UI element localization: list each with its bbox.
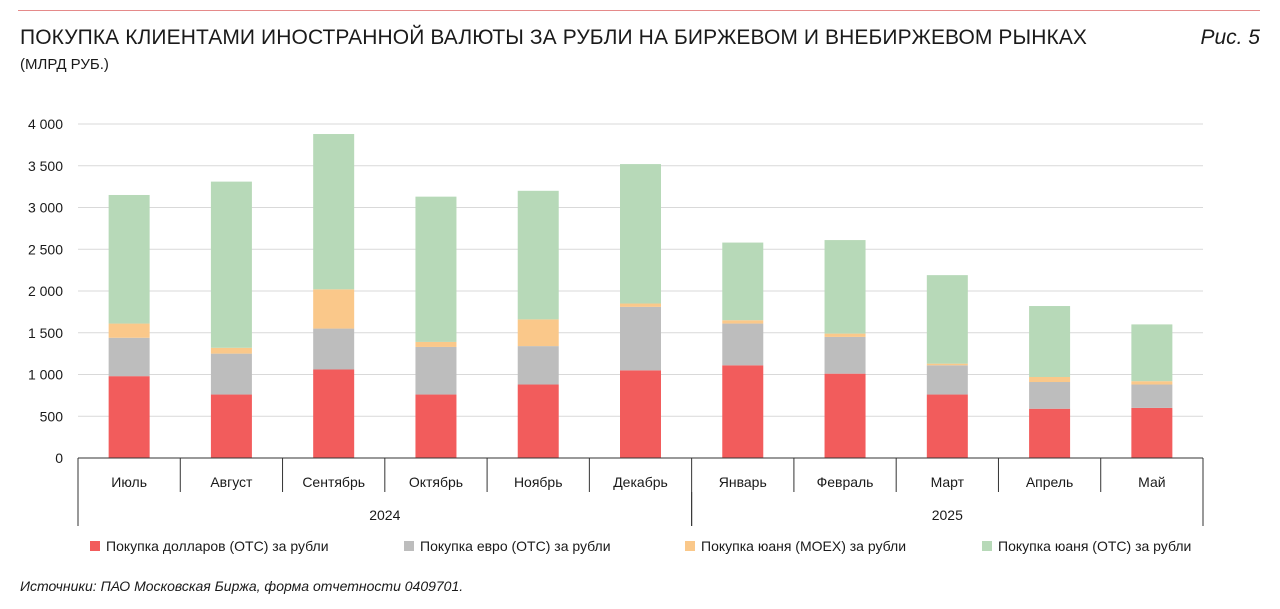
bar-segment xyxy=(926,275,968,364)
y-tick-label: 4 000 xyxy=(28,116,63,132)
bar-segment xyxy=(722,323,764,366)
bar-segment xyxy=(1029,306,1071,378)
bar-segment xyxy=(1131,381,1173,385)
x-tick-label: Январь xyxy=(719,474,767,490)
legend-label: Покупка долларов (OTC) за рубли xyxy=(106,538,329,554)
bar-segment xyxy=(517,346,559,385)
bar-segment xyxy=(620,303,661,307)
legend-label: Покупка юаня (OTC) за рубли xyxy=(998,538,1192,554)
bar-segment xyxy=(415,346,457,395)
legend-label: Покупка юаня (MOEX) за рубли xyxy=(701,538,907,554)
bar-segment xyxy=(926,365,968,395)
bar-segment xyxy=(620,370,661,458)
bar-segment xyxy=(108,337,150,377)
chart-legend: Покупка долларов (OTC) за рубли Покупка е… xyxy=(90,538,1220,560)
x-tick-label: Май xyxy=(1138,474,1165,490)
bar-segment xyxy=(1029,382,1071,409)
x-tick-label: Март xyxy=(931,474,965,490)
bar-segment xyxy=(313,289,355,329)
bar-segment xyxy=(210,347,252,354)
bar-segment xyxy=(313,134,355,290)
x-tick-label: Июль xyxy=(111,474,147,490)
y-tick-label: 2 500 xyxy=(28,241,63,257)
legend-item: Покупка юаня (MOEX) за рубли xyxy=(685,538,906,554)
bar-segment xyxy=(824,240,866,334)
bar-segment xyxy=(824,336,866,374)
bar-segment xyxy=(620,306,661,371)
bar-segment xyxy=(1131,384,1173,408)
bar-segment xyxy=(313,328,355,370)
x-tick-label: Август xyxy=(210,474,253,490)
y-tick-label: 3 500 xyxy=(28,158,63,174)
bar-segment xyxy=(517,384,559,458)
bar-segment xyxy=(926,363,968,366)
y-tick-label: 1 500 xyxy=(28,325,63,341)
legend-item: Покупка евро (OTC) за рубли xyxy=(404,538,611,554)
bar-segment xyxy=(926,394,968,458)
bar-segment xyxy=(722,320,764,324)
bar-segment xyxy=(108,323,150,338)
y-tick-label: 3 000 xyxy=(28,200,63,216)
bar-segment xyxy=(415,341,457,347)
bar-segment xyxy=(517,319,559,347)
y-tick-label: 500 xyxy=(40,408,64,424)
figure-label: Рис. 5 xyxy=(1200,26,1260,49)
source-note: Источники: ПАО Московская Биржа, форма о… xyxy=(20,578,464,594)
x-tick-label: Февраль xyxy=(817,474,874,490)
y-tick-label: 0 xyxy=(55,450,63,466)
legend-swatch xyxy=(404,541,414,551)
legend-swatch xyxy=(982,541,992,551)
y-tick-label: 1 000 xyxy=(28,367,63,383)
bar-segment xyxy=(824,333,866,337)
year-label: 2024 xyxy=(369,507,400,523)
bar-segment xyxy=(415,196,457,342)
bar-segment xyxy=(108,376,150,458)
legend-swatch xyxy=(90,541,100,551)
x-tick-label: Декабрь xyxy=(613,474,668,490)
bar-segment xyxy=(313,369,355,458)
bar-segment xyxy=(722,365,764,458)
y-tick-label: 2 000 xyxy=(28,283,63,299)
x-tick-label: Апрель xyxy=(1026,474,1074,490)
bar-segment xyxy=(210,394,252,458)
bar-segment xyxy=(620,164,661,304)
bar-segment xyxy=(415,394,457,458)
bar-segment xyxy=(210,353,252,395)
bar-segment xyxy=(210,181,252,348)
chart-title: ПОКУПКА КЛИЕНТАМИ ИНОСТРАННОЙ ВАЛЮТЫ ЗА … xyxy=(20,26,1088,49)
top-rule xyxy=(18,10,1260,11)
x-tick-label: Октябрь xyxy=(409,474,463,490)
legend-swatch xyxy=(685,541,695,551)
bar-segment xyxy=(1131,324,1173,382)
bar-segment xyxy=(517,190,559,320)
bar-segment xyxy=(824,373,866,458)
chart-subtitle: (МЛРД РУБ.) xyxy=(20,56,109,73)
bar-segment xyxy=(1131,407,1173,458)
legend-label: Покупка евро (OTC) за рубли xyxy=(420,538,611,554)
year-label: 2025 xyxy=(932,507,963,523)
bar-segment xyxy=(1029,408,1071,458)
bar-segment xyxy=(1029,377,1071,383)
legend-item: Покупка юаня (OTC) за рубли xyxy=(982,538,1191,554)
bar-segment xyxy=(108,194,150,324)
x-tick-label: Сентябрь xyxy=(302,474,365,490)
x-tick-label: Ноябрь xyxy=(514,474,563,490)
legend-item: Покупка долларов (OTC) за рубли xyxy=(90,538,329,554)
bar-segment xyxy=(722,242,764,321)
